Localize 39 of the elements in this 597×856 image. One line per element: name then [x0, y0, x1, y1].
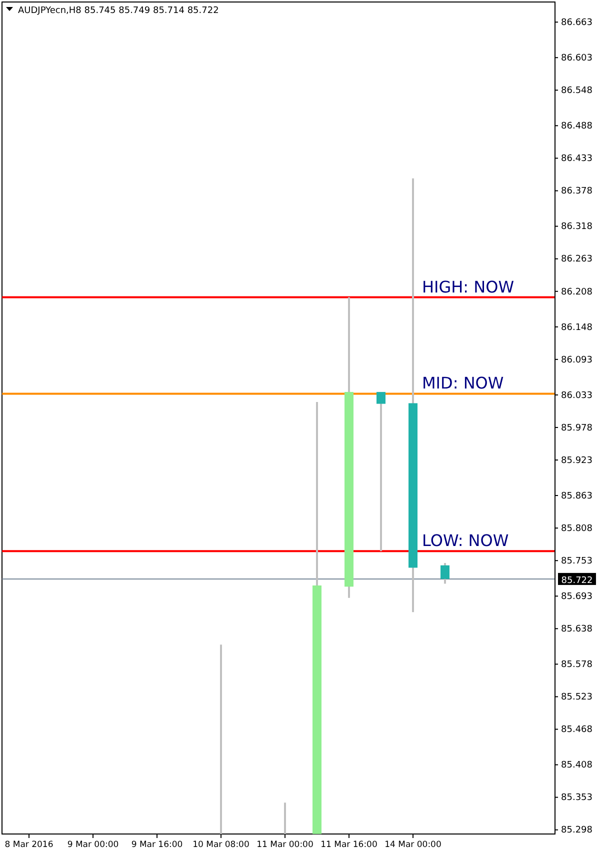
y-tick-label: 85.353 — [561, 793, 592, 804]
candlestick — [376, 390, 386, 552]
y-tick-label: 85.298 — [561, 826, 593, 836]
x-tick-label: 8 Mar 2016 — [4, 840, 54, 850]
ref-line-label: 85.722 — [561, 576, 593, 586]
y-tick-label: 85.468 — [561, 725, 593, 736]
x-tick-label: 9 Mar 16:00 — [131, 840, 183, 850]
y-tick-label: 85.753 — [561, 556, 592, 566]
ref-line-label: LOW: NOW — [422, 531, 509, 550]
y-tick-label: 86.603 — [561, 54, 592, 64]
y-tick-label: 86.033 — [561, 390, 592, 401]
x-tick-label: 9 Mar 00:00 — [67, 840, 119, 850]
y-tick-label: 85.408 — [561, 760, 593, 771]
x-tick-label: 14 Mar 00:00 — [384, 840, 442, 850]
y-tick-label: 85.638 — [561, 624, 593, 635]
ref-line-label: MID: NOW — [422, 374, 504, 393]
y-tick-label: 86.148 — [561, 322, 593, 333]
y-tick-label: 86.093 — [561, 355, 592, 366]
y-tick-label: 86.263 — [561, 254, 592, 265]
y-tick-label: 86.318 — [561, 222, 593, 232]
y-tick-label: 86.488 — [561, 122, 593, 132]
y-tick-label: 86.663 — [561, 18, 592, 28]
y-tick-label: 85.923 — [561, 456, 592, 466]
ref-line-label: HIGH: NOW — [422, 277, 514, 296]
y-tick-label: 86.433 — [561, 154, 592, 164]
y-tick-label: 85.863 — [561, 491, 592, 502]
y-tick-label: 85.578 — [561, 660, 593, 670]
text: AUDJPYecn,H8 85.745 85.749 85.714 85.722 — [18, 6, 219, 16]
y-tick-label: 85.808 — [561, 524, 593, 534]
x-tick-label: 10 Mar 08:00 — [192, 840, 250, 850]
y-tick-label: 85.523 — [561, 692, 592, 703]
candlestick — [440, 562, 450, 585]
y-tick-label: 86.208 — [561, 287, 593, 298]
x-tick-label: 11 Mar 16:00 — [320, 840, 378, 850]
y-tick-label: 85.693 — [561, 592, 592, 602]
y-tick-label: 86.378 — [561, 186, 593, 197]
y-tick-label: 85.978 — [561, 423, 593, 434]
x-tick-label: 11 Mar 00:00 — [256, 840, 314, 850]
y-tick-label: 86.548 — [561, 86, 593, 96]
